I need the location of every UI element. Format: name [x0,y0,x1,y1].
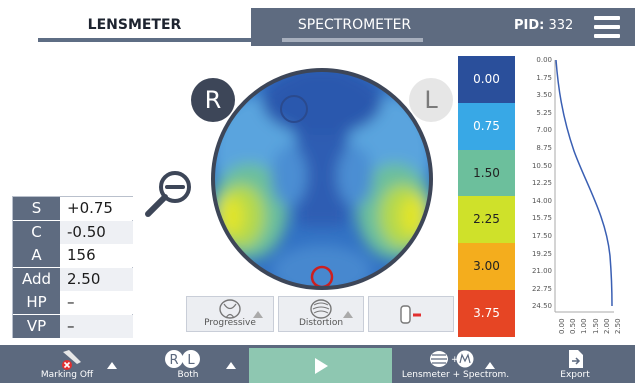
tab-spectrometer-label: SPECTROMETER [297,17,412,33]
distortion-dropdown-icon [343,311,353,318]
graph-y-tick: 0.00 [536,56,552,64]
eye-dropdown-icon [226,362,236,369]
graph-y-tick: 17.50 [531,232,552,240]
scale-segment: 0.75 [458,102,515,150]
measurement-key: VP [13,314,60,338]
power-profile-curve [555,59,613,307]
graph-y-tick: 15.75 [531,214,552,223]
distortion-label: Distortion [298,318,344,328]
pid-label: PID: [514,18,545,33]
measurement-value: +0.75 [60,197,133,220]
measurement-row-hp: HP – [13,291,133,314]
play-icon [315,358,328,374]
graph-y-tick: 14.00 [531,196,552,205]
lens-thickness-button[interactable] [368,296,454,332]
measurement-key: S [13,197,60,220]
tab-active-indicator [38,38,257,42]
measurement-table: S +0.75 C -0.50 A 156 Add 2.50 HP – VP – [12,196,133,338]
measurement-value: 156 [60,244,133,267]
export-button[interactable]: Export [540,345,610,383]
tab-spectrometer[interactable]: SPECTROMETER [251,8,458,46]
progressive-label: Progressive [204,318,256,328]
measurement-row-a: A 156 [13,244,133,267]
graph-y-tick: 19.25 [531,249,552,258]
pid-value: 332 [548,18,574,33]
progressive-lens-icon [219,299,241,319]
progressive-button[interactable]: Progressive [186,296,274,332]
measurement-key: HP [13,291,60,314]
measurement-row-s: S +0.75 [13,197,133,220]
lens-thickness-icon [400,305,421,324]
graph-y-tick: 3.50 [536,91,552,100]
progressive-dropdown-icon [253,311,263,318]
pid-display: PID: 332 [514,18,573,33]
scale-segment: 3.00 [458,243,515,290]
start-measurement-button[interactable] [249,348,392,383]
marking-button[interactable]: Marking Off [33,345,123,383]
svg-text:+: + [451,355,459,365]
zoom-out-icon[interactable] [142,168,194,220]
measurement-value: – [60,291,133,314]
eye-selection-label: Both [177,370,199,380]
graph-y-tick: 5.25 [536,108,552,117]
distortion-button[interactable]: Distortion [278,296,364,332]
mode-dropdown-icon [485,362,495,369]
left-lens-badge[interactable]: L [409,78,453,122]
scale-segment: 1.50 [458,149,515,197]
measurement-row-add: Add 2.50 [13,267,133,291]
scale-segment: 2.25 [458,196,515,244]
scale-segment: 3.75 [458,290,515,337]
lens-power-map[interactable] [209,66,435,292]
pid-area: PID: 332 [458,8,635,46]
graph-y-tick: 8.75 [536,144,552,152]
measurement-value: -0.50 [60,220,133,244]
tab-lensmeter-label: LENSMETER [87,17,182,33]
measurement-value: – [60,314,133,338]
export-icon [569,350,583,368]
distortion-lens-icon [310,299,332,319]
graph-y-tick: 12.25 [531,179,552,188]
power-color-scale: 0.00 0.75 1.50 2.25 3.00 3.75 [458,56,515,337]
tab-spectrometer-indicator [282,38,423,42]
hamburger-menu-icon[interactable] [594,16,620,38]
mode-label: Lensmeter + Spectrom. [401,370,510,380]
svg-text:L: L [187,353,195,368]
graph-y-tick: 1.75 [536,73,552,82]
both-eyes-icon: R L [165,350,200,368]
marking-pen-icon [62,350,81,370]
scale-segment: 0.00 [458,56,515,103]
measurement-key: A [13,244,60,267]
mode-button[interactable]: + Lensmeter + Spectrom. [395,345,520,383]
graph-y-tick: 21.00 [531,267,552,276]
tab-lensmeter[interactable]: LENSMETER [18,8,257,46]
measurement-key: Add [13,267,60,291]
graph-y-tick: 24.50 [531,302,552,311]
marking-dropdown-icon [107,362,117,369]
power-profile-graph: 0.00 1.75 3.50 5.25 7.00 8.75 10.50 12.25 14.00 1… [522,56,630,334]
measurement-value: 2.50 [60,267,133,291]
export-label: Export [560,370,590,380]
graph-y-tick: 7.00 [536,126,552,135]
marking-label: Marking Off [40,370,94,380]
measurement-key: C [13,220,60,244]
eye-selection-button[interactable]: R L Both [145,345,245,383]
power-profile-plot [554,59,614,313]
graph-y-tick: 22.75 [531,284,552,293]
mode-icon: + [430,350,474,368]
measurement-row-c: C -0.50 [13,220,133,244]
graph-y-tick: 10.50 [531,161,552,170]
svg-text:R: R [169,353,178,368]
right-lens-badge[interactable]: R [191,78,235,122]
measurement-row-vp: VP – [13,314,133,338]
